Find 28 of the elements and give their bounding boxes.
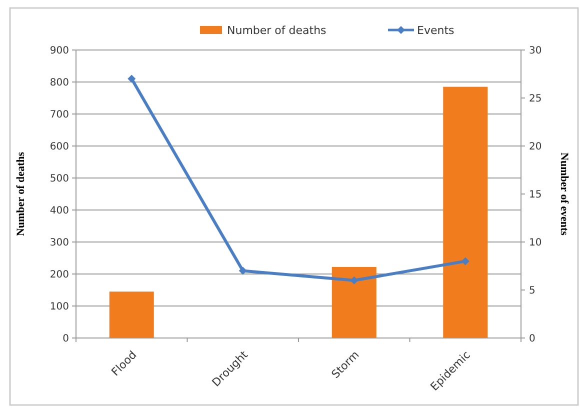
y-tick-label: 400 — [50, 206, 69, 216]
y2-tick-label: 0 — [529, 334, 536, 344]
y-tick-label: 0 — [62, 334, 69, 344]
y2-tick-label: 15 — [529, 190, 542, 200]
point — [350, 276, 358, 284]
y-tick-label: 300 — [50, 238, 69, 248]
point — [238, 266, 247, 275]
bar — [332, 266, 376, 338]
bar — [109, 292, 154, 338]
y2-tick-label: 10 — [529, 238, 542, 248]
y-tick-label: 500 — [50, 174, 69, 184]
legend-label: Number of deaths — [227, 24, 327, 37]
y2-axis-title: Number of events — [558, 152, 570, 236]
y-tick-label: 600 — [50, 142, 69, 152]
y2-tick-label: 25 — [529, 94, 542, 104]
y-axis-title: Number of deaths — [15, 151, 27, 236]
y-tick-label: 100 — [50, 302, 69, 312]
point — [128, 74, 136, 83]
y2-tick-label: 30 — [529, 46, 542, 56]
y-tick-label: 900 — [50, 46, 69, 56]
y-tick-label: 800 — [50, 78, 69, 88]
legend-label: Events — [417, 24, 455, 37]
y2-tick-label: 5 — [529, 286, 536, 296]
y-tick-label: 700 — [50, 110, 69, 120]
bar — [443, 86, 488, 338]
point — [461, 257, 470, 266]
y-tick-label: 200 — [50, 270, 69, 280]
y2-tick-label: 20 — [529, 142, 542, 152]
